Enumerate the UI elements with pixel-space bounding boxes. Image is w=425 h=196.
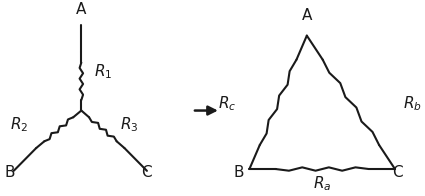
Text: C: C [142, 165, 152, 180]
Text: $R_2$: $R_2$ [10, 115, 28, 134]
Text: $R_3$: $R_3$ [120, 115, 139, 134]
Text: $R_b$: $R_b$ [403, 94, 422, 113]
Text: $R_a$: $R_a$ [313, 174, 331, 193]
Text: A: A [302, 8, 312, 23]
Text: $R_c$: $R_c$ [218, 94, 236, 113]
Text: B: B [4, 165, 15, 180]
Text: C: C [392, 165, 402, 180]
Text: B: B [234, 165, 244, 180]
Text: A: A [76, 2, 87, 17]
Text: $R_1$: $R_1$ [94, 62, 112, 81]
